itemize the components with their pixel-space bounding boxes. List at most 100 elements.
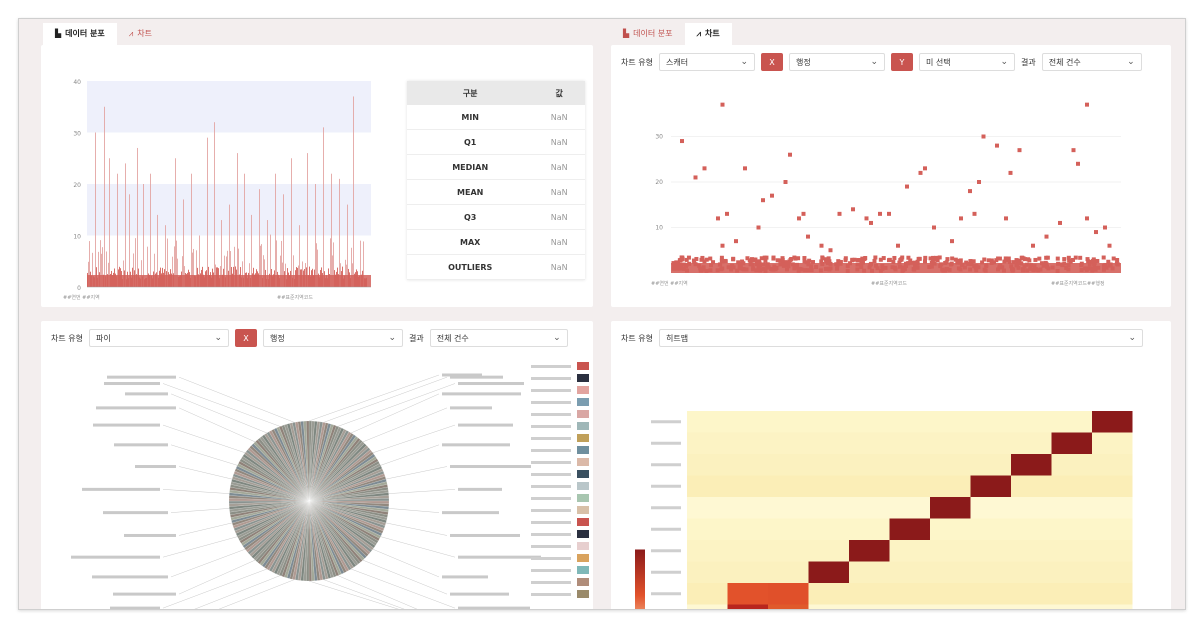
heatmap-cell [849, 604, 890, 609]
legend-swatch [577, 374, 589, 382]
heatmap-cell [768, 518, 809, 540]
scatter-point [968, 189, 972, 194]
scatter-point [923, 255, 928, 260]
distribution-bar [330, 238, 331, 287]
heatmap-cell [970, 540, 1011, 562]
tab-data-distribution-right[interactable]: ▙ 데이터 분포 [611, 23, 685, 45]
heatmap-cell [768, 583, 809, 605]
pie-label-mark [450, 465, 531, 469]
scatter-panel: 차트 유형 스캐터 ⌄ X 행정 ⌄ Y 미 선택 ⌄ 결과 전체 건수 ⌄ 1… [611, 45, 1171, 307]
leader-line [178, 407, 256, 443]
scatter-point [1006, 256, 1011, 261]
distribution-bar [175, 158, 176, 287]
y-label-mark [651, 484, 681, 488]
bar-chart-icon: ▙ [55, 29, 62, 38]
heatmap-cell [970, 604, 1011, 609]
chart-type-select[interactable]: 파이 ⌄ [88, 329, 229, 347]
pie-label-mark [113, 592, 176, 596]
heatmap-cell [727, 583, 768, 605]
chart-type-select[interactable]: 스캐터 ⌄ [658, 53, 755, 71]
heatmap-cell [727, 518, 768, 540]
pie-label-mark [135, 465, 176, 469]
distribution-bar [230, 251, 231, 287]
heatmap-cell [1011, 518, 1052, 540]
scatter-point [1073, 255, 1078, 260]
scatter-point [1031, 243, 1035, 248]
tab-data-distribution-left[interactable]: ▙ 데이터 분포 [43, 23, 117, 45]
scatter-point [797, 216, 801, 221]
leader-line [178, 466, 233, 480]
scatter-point [897, 260, 902, 265]
scatter-point [989, 258, 994, 263]
distribution-bar [261, 244, 262, 287]
heatmap-cell [889, 561, 930, 583]
scatter-point [1107, 243, 1112, 248]
leader-line [170, 508, 230, 513]
scatter-point [1004, 216, 1008, 221]
heatmap-cell [1051, 475, 1092, 497]
scatter-point [838, 259, 843, 264]
distribution-bar [174, 246, 175, 287]
distribution-bar [332, 255, 333, 287]
result-select[interactable]: 전체 건수 ⌄ [1041, 53, 1142, 71]
distribution-bar [109, 158, 110, 287]
heatmap-cell [1092, 411, 1133, 433]
scatter-point [995, 143, 999, 148]
distribution-bar [226, 256, 227, 287]
y-tick-label: 10 [73, 234, 81, 241]
tab-chart-left[interactable]: ⩘ 차트 [117, 23, 164, 45]
heatmap-cell [970, 583, 1011, 605]
heatmap-cell [1051, 454, 1092, 476]
y-label-mark [651, 570, 681, 574]
pie-label-mark [124, 533, 176, 537]
line-chart-icon: ⩘ [696, 29, 702, 38]
y-label-mark [651, 549, 681, 553]
x-axis-button[interactable]: X [234, 329, 257, 347]
x-axis-button[interactable]: X [760, 53, 783, 71]
legend-label-mark [531, 557, 571, 560]
heatmap-cell [930, 604, 971, 609]
pie-label-mark [458, 606, 530, 609]
scatter-point [945, 257, 950, 262]
heatmap-cell [1092, 475, 1133, 497]
chart-type-select[interactable]: 히트맵 ⌄ [658, 329, 1143, 347]
stats-key: MIN [407, 105, 534, 130]
pie-label-mark [458, 555, 541, 559]
scatter-point [762, 255, 767, 260]
scatter-point [1085, 257, 1090, 262]
scatter-point [887, 258, 892, 263]
stats-row: Q3 NaN [407, 204, 585, 230]
heatmap-cell [1011, 432, 1052, 454]
scatter-point [796, 256, 801, 261]
legend-label-mark [531, 593, 571, 596]
scatter-point [981, 134, 986, 139]
scatter-point [1085, 216, 1089, 221]
legend-label-mark [531, 569, 571, 572]
scatter-point [959, 216, 963, 221]
scatter-point [1055, 256, 1060, 261]
y-label-mark [651, 463, 681, 467]
distribution-bar [141, 260, 142, 287]
distribution-bar [234, 246, 235, 287]
stats-row: Q1 NaN [407, 129, 585, 155]
y-axis-select[interactable]: 미 선택 ⌄ [918, 53, 1015, 71]
scatter-point [747, 258, 752, 263]
y-axis-button[interactable]: Y [890, 53, 913, 71]
legend-swatch [577, 398, 589, 406]
distribution-bar [150, 173, 151, 287]
x-axis-select[interactable]: 행정 ⌄ [788, 53, 885, 71]
x-axis-select[interactable]: 행정 ⌄ [262, 329, 403, 347]
scatter-point [819, 259, 824, 264]
distribution-bar [331, 173, 332, 287]
scatter-point [1008, 170, 1013, 175]
result-select[interactable]: 전체 건수 ⌄ [429, 329, 568, 347]
heatmap-cell [1051, 411, 1092, 433]
distribution-bar [323, 127, 324, 287]
tab-chart-right[interactable]: ⩘ 차트 [684, 23, 732, 45]
scatter-point [740, 259, 745, 264]
scatter-point [783, 260, 788, 265]
distribution-bar [302, 261, 303, 287]
heatmap-cell [889, 497, 930, 519]
legend-swatch [577, 542, 589, 550]
scatter-point [806, 260, 811, 265]
